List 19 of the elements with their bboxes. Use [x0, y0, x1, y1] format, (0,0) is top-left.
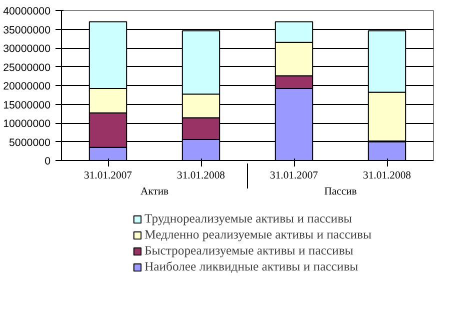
y-tick-label: 35000000: [3, 24, 51, 36]
legend-label: Медленно реализуемые активы и пассивы: [144, 227, 372, 242]
legend-label: Быстрореализуемые активы и пассивы: [144, 243, 354, 258]
text: Актив: [140, 186, 169, 198]
x-tick-label: 31.01.2007: [270, 170, 319, 182]
x-tick-label: 31.01.2008: [177, 170, 225, 182]
y-tick-label: 5000000: [9, 136, 51, 149]
y-tick-label: 15000000: [3, 99, 51, 112]
y-tick-label: 20000000: [3, 80, 51, 92]
y-tick-label: 30000000: [3, 43, 51, 55]
y-tick-label: 40000000: [3, 6, 51, 18]
y-tick-label: 25000000: [3, 62, 51, 74]
x-tick-label: 31.01.2007: [84, 170, 133, 182]
x-tick-label: 31.01.2008: [363, 170, 411, 182]
y-tick-label: 10000000: [3, 118, 51, 130]
text: Пассив: [324, 186, 357, 198]
legend-label: Труднореализуемые активы и пассивы: [144, 211, 352, 226]
legend-label: Наиболее ликвидные активы и пассивы: [144, 259, 358, 274]
y-tick-label: 0: [44, 156, 51, 168]
